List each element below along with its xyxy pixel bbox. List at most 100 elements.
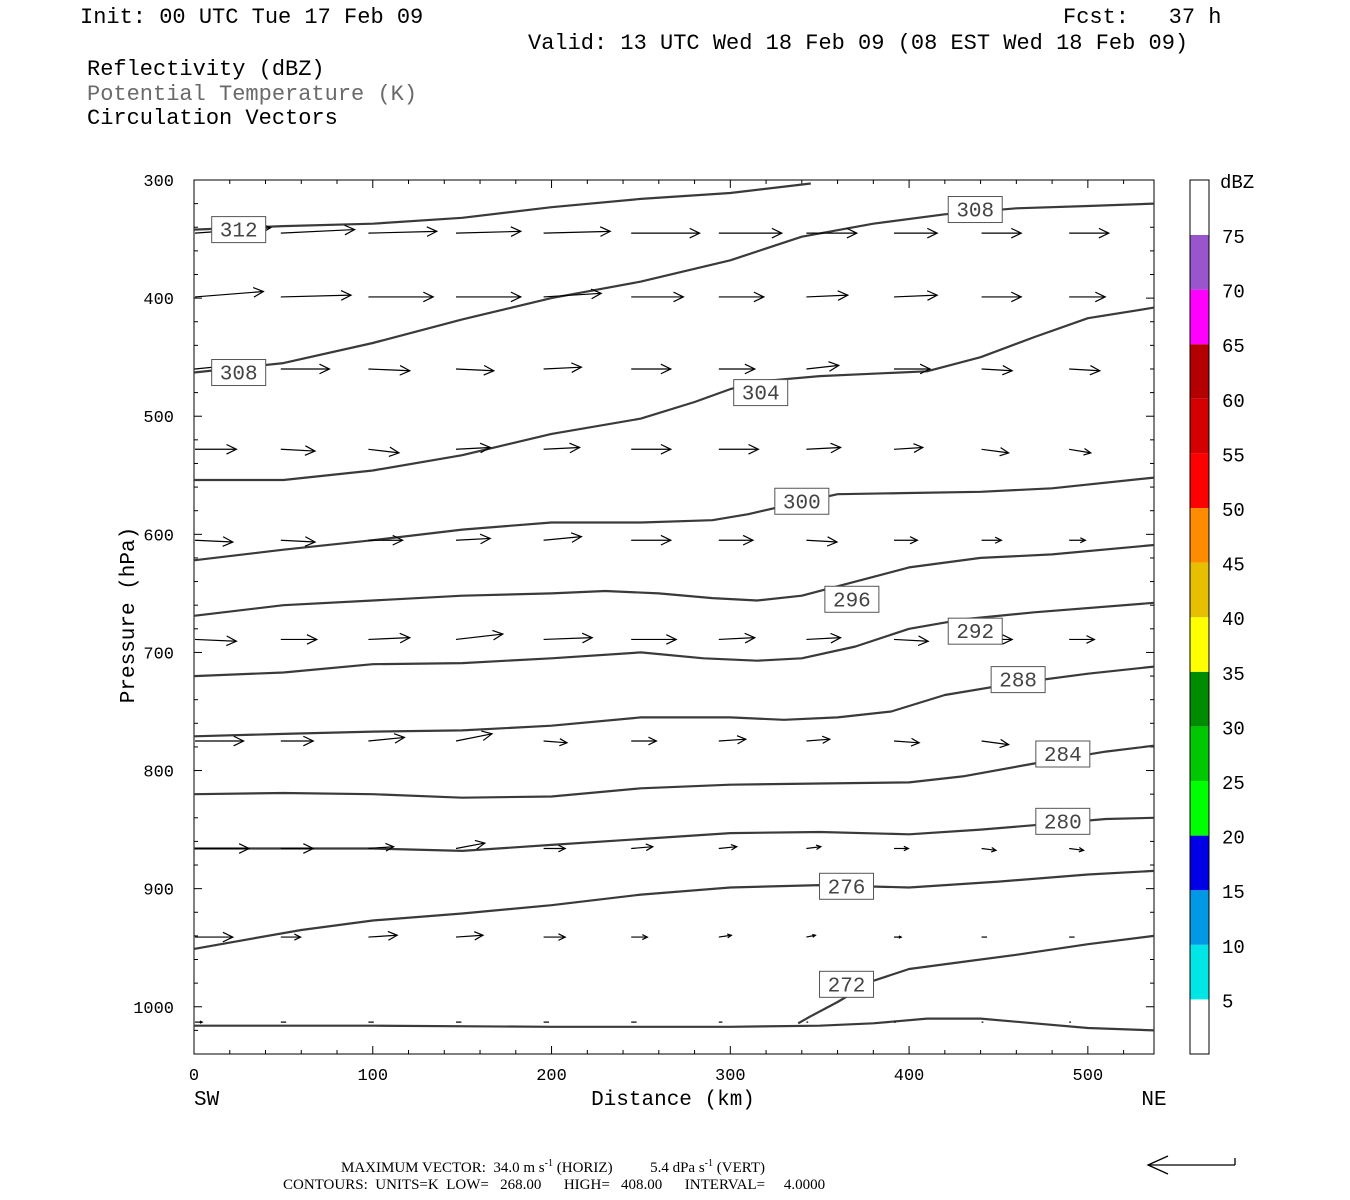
theta-contour-300 — [193, 476, 1155, 562]
circulation-vector-head — [392, 534, 404, 546]
circulation-vector — [368, 230, 437, 234]
contour-label-box — [211, 359, 267, 387]
circulation-vector-head — [1086, 635, 1096, 644]
contour-label-box — [211, 216, 267, 244]
y-tick-label: 500 — [143, 409, 174, 428]
contour-label-box — [819, 970, 875, 998]
circulation-vector-head — [1098, 227, 1111, 239]
circulation-vector — [543, 446, 580, 450]
circulation-vector — [806, 539, 838, 543]
contour-label: 272 — [828, 975, 866, 998]
y-tick-label: 300 — [143, 173, 174, 192]
circulation-vector-head — [736, 735, 748, 745]
circulation-vector-head — [226, 635, 238, 647]
circulation-vector — [455, 733, 493, 742]
circulation-vector-head — [304, 445, 317, 456]
circulation-vector-head — [846, 227, 859, 239]
theta-contour-308 — [193, 202, 1155, 374]
circulation-vector — [806, 738, 830, 742]
circulation-vector — [280, 539, 316, 543]
circulation-vector-head — [910, 737, 921, 747]
contour-label: 304 — [742, 384, 780, 407]
colorbar-label: 55 — [1222, 445, 1245, 467]
plot-frame — [193, 179, 1155, 1055]
contour-label: 284 — [1044, 745, 1082, 768]
circulation-vector-head — [990, 847, 998, 853]
circulation-vector-head — [648, 736, 658, 746]
colorbar-label: 65 — [1222, 336, 1245, 358]
circulation-vector-head — [660, 534, 673, 546]
circulation-vector-head — [1011, 291, 1023, 303]
theta-contour-268 — [194, 1017, 1155, 1032]
circulation-vector-head — [660, 363, 673, 375]
circulation-vector-head — [927, 227, 939, 239]
circulation-vector-head — [826, 536, 839, 547]
circulation-vector-head — [571, 362, 583, 373]
circulation-vector-head — [473, 931, 485, 941]
circulation-vector-head — [744, 363, 757, 375]
y-axis-label: Pressure (hPa) — [118, 527, 141, 703]
circulation-vector-head — [909, 536, 919, 545]
y-tick-label: 800 — [143, 764, 174, 783]
footer-contours: CONTOURS: UNITS=K LOW= 268.00 HIGH= 408.… — [283, 1177, 826, 1193]
circulation-vector-head — [1095, 291, 1107, 303]
circulation-vector-head — [1078, 847, 1085, 853]
contour-label-box — [774, 487, 830, 515]
colorbar-segment — [1190, 508, 1209, 563]
contour-label: 308 — [220, 364, 258, 387]
circulation-vector — [806, 294, 848, 298]
contour-label: 292 — [956, 622, 994, 645]
circulation-vector — [455, 230, 521, 234]
colorbar-label: 40 — [1222, 609, 1245, 631]
circulation-vector-head — [344, 224, 356, 236]
circulation-vector-head — [479, 533, 492, 545]
circulation-vector-head — [238, 843, 251, 854]
circulation-vector-head — [222, 931, 235, 943]
circulation-vector — [806, 637, 841, 641]
colorbar-segment — [1190, 944, 1209, 1000]
circulation-vector-head — [730, 843, 739, 851]
theta-contour-304 — [194, 306, 1155, 482]
contour-label: 312 — [220, 221, 258, 244]
circulation-vector-head — [689, 227, 701, 239]
circulation-vector — [543, 637, 593, 641]
colorbar-segment — [1190, 781, 1209, 836]
y-tick-label: 1000 — [133, 1000, 174, 1019]
y-tick-label: 600 — [143, 527, 174, 546]
circulation-vector-head — [812, 933, 817, 938]
circulation-vector-head — [726, 933, 733, 939]
colorbar-segment — [1190, 180, 1209, 235]
theta-contour-296 — [193, 543, 1155, 617]
circulation-vector — [718, 637, 755, 641]
circulation-vector-head — [294, 933, 302, 941]
circulation-vector-head — [645, 843, 655, 852]
colorbar-segment — [1190, 890, 1209, 945]
theta-contour-272 — [797, 934, 1155, 1025]
colorbar-label: 30 — [1222, 718, 1245, 740]
circulation-vector-head — [233, 735, 245, 747]
circulation-vector-head — [474, 839, 487, 850]
circulation-vector — [543, 536, 582, 541]
colorbar-segment — [1190, 453, 1209, 508]
colorbar-segment — [1190, 835, 1209, 891]
contour-label-box — [824, 585, 880, 613]
x-tick-label: 400 — [894, 1067, 925, 1086]
colorbar-segment — [1190, 398, 1209, 454]
circulation-vector-head — [319, 363, 331, 375]
end-label-left: SW — [194, 1089, 220, 1112]
circulation-vector-head — [569, 442, 581, 454]
circulation-vector — [893, 638, 929, 642]
circulation-vector-head — [222, 536, 235, 547]
colorbar-segment — [1190, 726, 1209, 781]
contour-label-box — [1035, 740, 1091, 768]
circulation-vector-head — [387, 930, 399, 941]
circulation-vector-head — [919, 363, 932, 375]
footer-max-vector: MAXIMUM VECTOR: 34.0 m s-1 (HORIZ) 5.4 d… — [341, 1158, 766, 1176]
circulation-vector-head — [199, 1020, 204, 1024]
circulation-vector-head — [1002, 634, 1014, 645]
colorbar-segment — [1190, 999, 1209, 1054]
circulation-vector — [981, 740, 1009, 746]
circulation-vector-head — [917, 635, 930, 647]
circulation-vector — [194, 638, 237, 642]
